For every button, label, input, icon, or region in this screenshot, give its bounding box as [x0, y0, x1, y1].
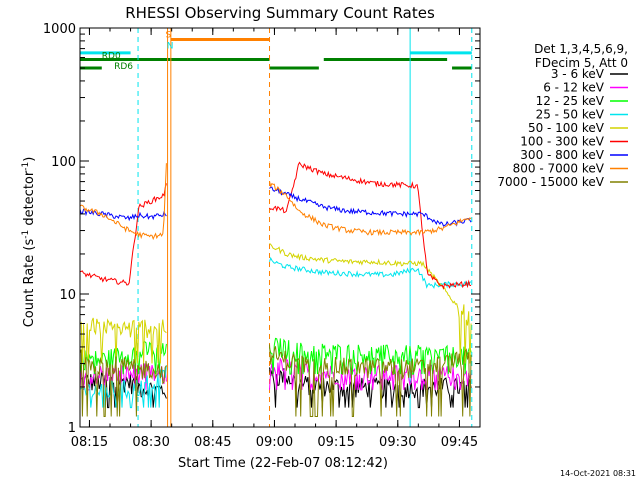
legend-label-1: 6 - 12 keV [543, 81, 605, 95]
legend: Det 1,3,4,5,6,9, FDecim 5, Att 0 3 - 6 k… [497, 42, 628, 189]
x-axis-label: Start Time (22-Feb-07 08:12:42) [178, 456, 388, 471]
legend-label-6: 300 - 800 keV [520, 148, 604, 162]
series-5 [79, 161, 472, 290]
legend-label-0: 3 - 6 keV [551, 67, 605, 81]
series-0-segment-1 [269, 367, 472, 409]
series-5-segment-1 [269, 161, 472, 290]
series-0 [79, 367, 472, 409]
x-tick-label-0: 08:15 [71, 435, 108, 450]
y-axis-label: Count Rate (s-1 detector-1) [21, 157, 37, 328]
y-axis-label-end: ) [22, 157, 37, 162]
legend-label-2: 12 - 25 keV [536, 94, 605, 108]
x-tick-label-5: 09:30 [379, 435, 416, 450]
series-8-segment-0 [79, 349, 167, 417]
y-tick-label-1: 10 [59, 288, 76, 303]
series-7-segment-0 [79, 163, 167, 241]
series-7-segment-1 [269, 180, 472, 237]
x-tick-label-6: 09:45 [441, 435, 478, 450]
series-6-segment-1 [269, 186, 472, 227]
y-axis-label-main: Count Rate (s [22, 239, 37, 328]
x-tick-label-3: 09:00 [256, 435, 293, 450]
legend-header-line-2: FDecim 5, Att 0 [535, 56, 628, 70]
y-axis-label-mid: detector [22, 170, 37, 230]
legend-label-4: 50 - 100 keV [528, 121, 605, 135]
x-tick-label-4: 09:15 [317, 435, 354, 450]
series-3 [79, 256, 472, 409]
y-axis-label-sup2: -1 [21, 162, 31, 171]
series-4 [79, 243, 472, 364]
series-8 [79, 344, 472, 417]
flag-label-1: RD6 [114, 62, 133, 72]
footer-timestamp: 14-Oct-2021 08:31 [560, 469, 636, 478]
flag-label-0: RD0 [102, 51, 121, 61]
plot-frame [79, 27, 481, 428]
chart-title: RHESSI Observing Summary Count Rates [125, 4, 435, 22]
series-3-segment-0 [79, 365, 167, 409]
legend-label-3: 25 - 50 keV [536, 108, 605, 122]
legend-label-5: 100 - 300 keV [520, 135, 604, 149]
series-2-segment-1 [269, 337, 472, 375]
series-4-segment-1 [269, 243, 472, 364]
y-tick-label-0: 1 [68, 421, 76, 436]
x-tick-label-1: 08:30 [132, 435, 169, 450]
flag-label-3: N [167, 42, 174, 52]
y-axis-label-sup1: -1 [21, 230, 31, 239]
series-0-segment-0 [79, 372, 167, 409]
series-8-segment-1 [269, 344, 472, 417]
legend-label-8: 7000 - 15000 keV [497, 175, 604, 189]
legend-label-7: 800 - 7000 keV [513, 162, 605, 176]
y-tick-label-2: 100 [51, 155, 76, 170]
legend-header-line-1: Det 1,3,4,5,6,9, [534, 42, 628, 56]
series-7 [79, 163, 472, 241]
series-5-segment-0 [79, 183, 167, 286]
series-4-segment-0 [79, 317, 167, 364]
x-tick-label-2: 08:45 [194, 435, 231, 450]
series-3-segment-1 [269, 256, 472, 289]
y-tick-label-3: 1000 [43, 22, 76, 37]
flag-label-2: S [165, 30, 171, 40]
